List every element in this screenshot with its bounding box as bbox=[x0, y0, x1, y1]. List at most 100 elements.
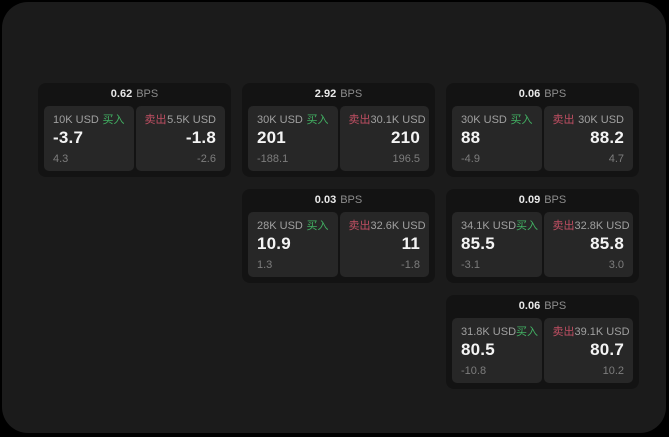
sell-sub-value: 196.5 bbox=[392, 152, 420, 165]
buy-sub-value: -4.9 bbox=[461, 152, 480, 165]
buy-sell-panels: 34.1K USD 买入 85.5 -3.1 卖出 32.8K USD 85.8… bbox=[452, 212, 633, 277]
buy-side-label: 买入 bbox=[102, 114, 125, 126]
card-header: 0.06 BPS bbox=[446, 83, 639, 106]
card-header: 0.06 BPS bbox=[446, 295, 639, 318]
buy-sub-value: -3.1 bbox=[461, 258, 480, 271]
sell-panel[interactable]: 卖出 30.1K USD 210 196.5 bbox=[339, 106, 429, 171]
buy-price: 201 bbox=[257, 128, 286, 148]
buy-amount: 34.1K USD bbox=[461, 220, 517, 232]
sell-panel[interactable]: 卖出 5.5K USD -1.8 -2.6 bbox=[135, 106, 225, 171]
buy-panel[interactable]: 34.1K USD 买入 85.5 -3.1 bbox=[452, 212, 542, 277]
sell-side-label: 卖出 bbox=[552, 114, 575, 126]
sell-sub-value: 4.7 bbox=[608, 152, 624, 165]
quote-card: 0.09 BPS 34.1K USD 买入 85.5 -3.1 卖出 32.8K… bbox=[446, 189, 639, 283]
buy-sub-value: -188.1 bbox=[257, 152, 289, 165]
sell-price: 85.8 bbox=[590, 234, 624, 254]
sell-amount: 39.1K USD bbox=[574, 326, 630, 338]
buy-side-label: 买入 bbox=[306, 220, 329, 232]
quote-card: 2.92 BPS 30K USD 买入 201 -188.1 卖出 30.1K … bbox=[242, 83, 435, 177]
bps-unit-label: BPS bbox=[136, 88, 159, 100]
buy-sell-panels: 28K USD 买入 10.9 1.3 卖出 32.6K USD 11 -1.8 bbox=[248, 212, 429, 277]
sell-sub-value: -2.6 bbox=[197, 152, 216, 165]
quote-card: 0.06 BPS 31.8K USD 买入 80.5 -10.8 卖出 39.1… bbox=[446, 295, 639, 389]
buy-sub-value: 1.3 bbox=[257, 258, 273, 271]
sell-panel-header: 卖出 30.1K USD bbox=[348, 114, 426, 126]
quote-card: 0.62 BPS 10K USD 买入 -3.7 4.3 卖出 5.5K USD… bbox=[38, 83, 231, 177]
sell-panel[interactable]: 卖出 39.1K USD 80.7 10.2 bbox=[543, 318, 633, 383]
sell-price: 88.2 bbox=[590, 128, 624, 148]
quote-card: 0.06 BPS 30K USD 买入 88 -4.9 卖出 30K USD 8… bbox=[446, 83, 639, 177]
bps-value: 2.92 bbox=[314, 88, 337, 100]
buy-price: 80.5 bbox=[461, 340, 495, 360]
buy-panel-header: 10K USD 买入 bbox=[53, 114, 125, 126]
sell-side-label: 卖出 bbox=[552, 220, 575, 232]
sell-price: -1.8 bbox=[185, 128, 216, 148]
sell-panel[interactable]: 卖出 32.6K USD 11 -1.8 bbox=[339, 212, 429, 277]
card-header: 0.62 BPS bbox=[38, 83, 231, 106]
buy-amount: 10K USD bbox=[53, 114, 99, 126]
bps-unit-label: BPS bbox=[340, 194, 363, 206]
bps-value: 0.06 bbox=[518, 88, 541, 100]
buy-side-label: 买入 bbox=[516, 220, 539, 232]
buy-side-label: 买入 bbox=[510, 114, 533, 126]
buy-price: 10.9 bbox=[257, 234, 291, 254]
buy-panel[interactable]: 31.8K USD 买入 80.5 -10.8 bbox=[452, 318, 542, 383]
buy-side-label: 买入 bbox=[516, 326, 539, 338]
card-header: 2.92 BPS bbox=[242, 83, 435, 106]
buy-sell-panels: 30K USD 买入 201 -188.1 卖出 30.1K USD 210 1… bbox=[248, 106, 429, 171]
buy-sell-panels: 30K USD 买入 88 -4.9 卖出 30K USD 88.2 4.7 bbox=[452, 106, 633, 171]
bps-value: 0.62 bbox=[110, 88, 133, 100]
bps-value: 0.03 bbox=[314, 194, 337, 206]
sell-panel-header: 卖出 39.1K USD bbox=[552, 326, 630, 338]
sell-sub-value: 3.0 bbox=[608, 258, 624, 271]
buy-panel-header: 31.8K USD 买入 bbox=[461, 326, 538, 338]
bps-unit-label: BPS bbox=[544, 88, 567, 100]
bps-unit-label: BPS bbox=[544, 194, 567, 206]
sell-amount: 32.6K USD bbox=[370, 220, 426, 232]
card-header: 0.03 BPS bbox=[242, 189, 435, 212]
sell-price: 80.7 bbox=[590, 340, 624, 360]
sell-amount: 5.5K USD bbox=[167, 114, 216, 126]
buy-price: 85.5 bbox=[461, 234, 495, 254]
sell-sub-value: -1.8 bbox=[401, 258, 420, 271]
sell-side-label: 卖出 bbox=[144, 114, 167, 126]
buy-sell-panels: 31.8K USD 买入 80.5 -10.8 卖出 39.1K USD 80.… bbox=[452, 318, 633, 383]
bps-unit-label: BPS bbox=[544, 300, 567, 312]
buy-amount: 30K USD bbox=[461, 114, 507, 126]
buy-panel[interactable]: 30K USD 买入 201 -188.1 bbox=[248, 106, 338, 171]
sell-amount: 30.1K USD bbox=[370, 114, 426, 126]
buy-side-label: 买入 bbox=[306, 114, 329, 126]
sell-panel-header: 卖出 32.6K USD bbox=[348, 220, 426, 232]
card-header: 0.09 BPS bbox=[446, 189, 639, 212]
buy-amount: 28K USD bbox=[257, 220, 303, 232]
sell-panel-header: 卖出 5.5K USD bbox=[145, 114, 217, 126]
sell-panel[interactable]: 卖出 32.8K USD 85.8 3.0 bbox=[543, 212, 633, 277]
sell-sub-value: 10.2 bbox=[602, 364, 624, 377]
buy-price: 88 bbox=[461, 128, 481, 148]
sell-panel-header: 卖出 32.8K USD bbox=[552, 220, 630, 232]
buy-panel[interactable]: 28K USD 买入 10.9 1.3 bbox=[248, 212, 338, 277]
sell-price: 210 bbox=[391, 128, 420, 148]
sell-side-label: 卖出 bbox=[348, 220, 371, 232]
sell-price: 11 bbox=[401, 234, 420, 254]
sell-side-label: 卖出 bbox=[348, 114, 371, 126]
buy-panel-header: 30K USD 买入 bbox=[257, 114, 329, 126]
buy-sub-value: -10.8 bbox=[461, 364, 487, 377]
bps-unit-label: BPS bbox=[340, 88, 363, 100]
sell-amount: 32.8K USD bbox=[574, 220, 630, 232]
buy-panel-header: 30K USD 买入 bbox=[461, 114, 533, 126]
buy-panel[interactable]: 10K USD 买入 -3.7 4.3 bbox=[44, 106, 134, 171]
buy-sub-value: 4.3 bbox=[53, 152, 69, 165]
sell-side-label: 卖出 bbox=[552, 326, 575, 338]
bps-value: 0.06 bbox=[518, 300, 541, 312]
app-window: 0.62 BPS 10K USD 买入 -3.7 4.3 卖出 5.5K USD… bbox=[2, 2, 666, 433]
sell-amount: 30K USD bbox=[578, 114, 624, 126]
quote-card: 0.03 BPS 28K USD 买入 10.9 1.3 卖出 32.6K US… bbox=[242, 189, 435, 283]
cards-grid: 0.62 BPS 10K USD 买入 -3.7 4.3 卖出 5.5K USD… bbox=[38, 83, 639, 389]
buy-sell-panels: 10K USD 买入 -3.7 4.3 卖出 5.5K USD -1.8 -2.… bbox=[44, 106, 225, 171]
buy-panel[interactable]: 30K USD 买入 88 -4.9 bbox=[452, 106, 542, 171]
sell-panel[interactable]: 卖出 30K USD 88.2 4.7 bbox=[543, 106, 633, 171]
buy-amount: 30K USD bbox=[257, 114, 303, 126]
sell-panel-header: 卖出 30K USD bbox=[553, 114, 625, 126]
buy-panel-header: 34.1K USD 买入 bbox=[461, 220, 538, 232]
